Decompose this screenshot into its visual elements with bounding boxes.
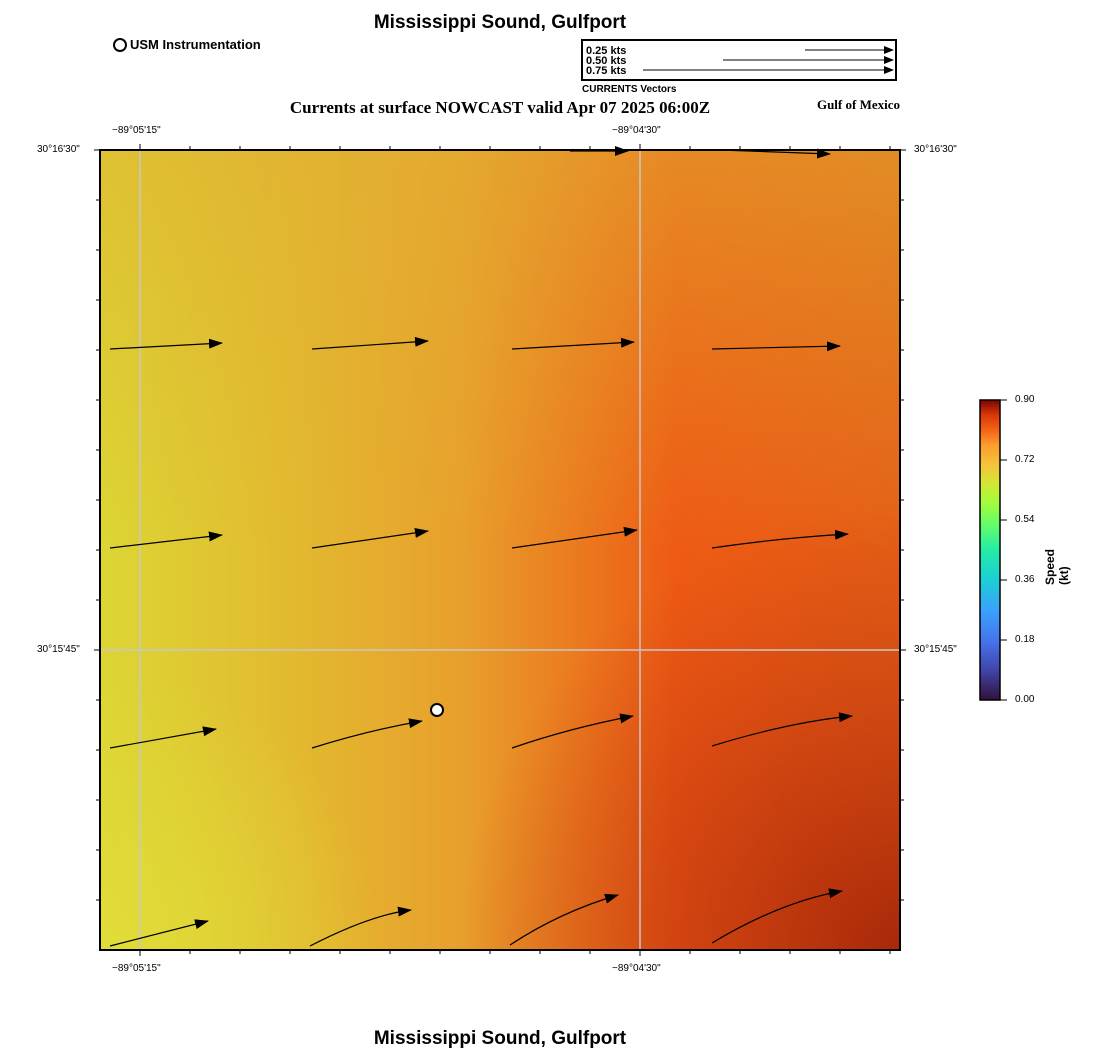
colorbar-tick-label: 0.90 [1015, 394, 1035, 405]
lat-tick-label-right-1: 30°16'30" [914, 144, 957, 155]
current-vector [311, 718, 423, 749]
vector-legend-label-2: 0.50 kts [586, 55, 627, 67]
current-vector [109, 338, 223, 350]
vector-legend: 0.25 kts 0.50 kts 0.75 kts [581, 39, 897, 81]
usm-station-marker[interactable] [430, 703, 444, 717]
station-legend-label: USM Instrumentation [130, 37, 261, 52]
current-vector [109, 726, 217, 749]
colorbar [979, 399, 1007, 701]
colorbar-ramp [979, 399, 1001, 701]
vector-legend-label-1: 0.25 kts [586, 45, 627, 57]
colorbar-tick-label: 0.18 [1015, 634, 1035, 645]
current-vector [311, 527, 429, 549]
current-vector [719, 148, 831, 159]
current-vector [509, 893, 619, 946]
current-vectors [109, 146, 853, 947]
current-vector [711, 529, 849, 549]
lon-tick-label-top-2: −89°04'30" [612, 125, 661, 136]
speed-field [100, 150, 900, 950]
colorbar-tick-label: 0.36 [1015, 574, 1035, 585]
current-vector [711, 888, 843, 944]
vector-legend-caption: CURRENTS Vectors [582, 84, 677, 95]
current-vector [711, 712, 853, 747]
current-vector [109, 531, 223, 549]
current-vector [309, 906, 412, 947]
lon-tick-label-bottom-1: −89°05'15" [112, 963, 161, 974]
lon-tick-label-top-1: −89°05'15" [112, 125, 161, 136]
colorbar-title: Speed (kt) [1043, 548, 1071, 585]
frame-ticks [94, 144, 906, 956]
vector-legend-label-3: 0.75 kts [586, 65, 627, 77]
lat-tick-label-left-2: 30°15'45" [37, 644, 80, 655]
colorbar-tick-label: 0.72 [1015, 454, 1035, 465]
graticule [100, 150, 900, 950]
station-legend: USM Instrumentation [113, 37, 261, 52]
current-vector [511, 526, 638, 549]
colorbar-tick-label: 0.00 [1015, 694, 1035, 705]
current-vector [511, 337, 635, 350]
colorbar-tick-label: 0.54 [1015, 514, 1035, 525]
map-subtitle: Currents at surface NOWCAST valid Apr 07… [289, 98, 711, 117]
station-marker-icon [113, 37, 127, 52]
vector-legend-arrows [643, 46, 894, 74]
region-label: Gulf of Mexico [816, 97, 900, 112]
current-vector [711, 341, 841, 352]
lon-tick-label-bottom-2: −89°04'30" [612, 963, 661, 974]
current-vector [109, 919, 209, 947]
lat-tick-label-left-1: 30°16'30" [37, 144, 80, 155]
current-vector [511, 713, 634, 749]
lat-tick-label-right-2: 30°15'45" [914, 644, 957, 655]
map-title: Mississippi Sound, Gulfport [373, 12, 627, 33]
footer-title: Mississippi Sound, Gulfport [373, 1028, 627, 1049]
current-vector [311, 336, 429, 350]
